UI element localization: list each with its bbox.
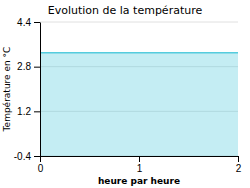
y-tick-mark xyxy=(34,67,40,68)
x-tick: 2 xyxy=(236,156,242,174)
y-tick: -0.4 xyxy=(14,151,40,162)
y-axis-line xyxy=(40,23,41,157)
x-axis-title: heure par heure xyxy=(98,176,180,186)
x-tick-mark xyxy=(40,156,41,162)
title: Evolution de la température xyxy=(48,4,203,17)
x-tick-label: 0 xyxy=(38,163,44,174)
x-tick: 1 xyxy=(137,156,143,174)
y-tick-mark xyxy=(34,156,40,157)
y-axis-title: Température en °C xyxy=(2,47,12,133)
x-tick-label: 2 xyxy=(236,163,242,174)
y-tick-label: 1.2 xyxy=(17,106,31,117)
area xyxy=(40,53,238,156)
chart: 0 1 2 -0.4 1.2 2.8 4.4 Evolution de la températ… xyxy=(0,0,250,188)
x-tick: 0 xyxy=(38,156,44,174)
x-tick-mark xyxy=(238,156,239,162)
grid-line xyxy=(40,22,238,23)
y-axis: -0.4 1.2 2.8 4.4 xyxy=(14,17,41,162)
marks xyxy=(40,53,238,156)
grid xyxy=(40,22,238,156)
y-tick: 1.2 xyxy=(17,106,40,117)
y-tick-label: 4.4 xyxy=(17,17,31,28)
y-tick-label: -0.4 xyxy=(14,151,32,162)
y-tick-mark xyxy=(34,22,40,23)
x-tick-label: 1 xyxy=(137,163,143,174)
y-tick-label: 2.8 xyxy=(17,61,31,72)
plot-area: 0 1 2 -0.4 1.2 2.8 4.4 xyxy=(14,17,242,174)
line xyxy=(40,52,238,54)
y-tick-mark xyxy=(34,111,40,112)
y-tick: 4.4 xyxy=(17,17,40,28)
x-tick-mark xyxy=(139,156,140,162)
y-tick: 2.8 xyxy=(17,61,40,72)
x-axis: 0 1 2 xyxy=(38,156,242,174)
